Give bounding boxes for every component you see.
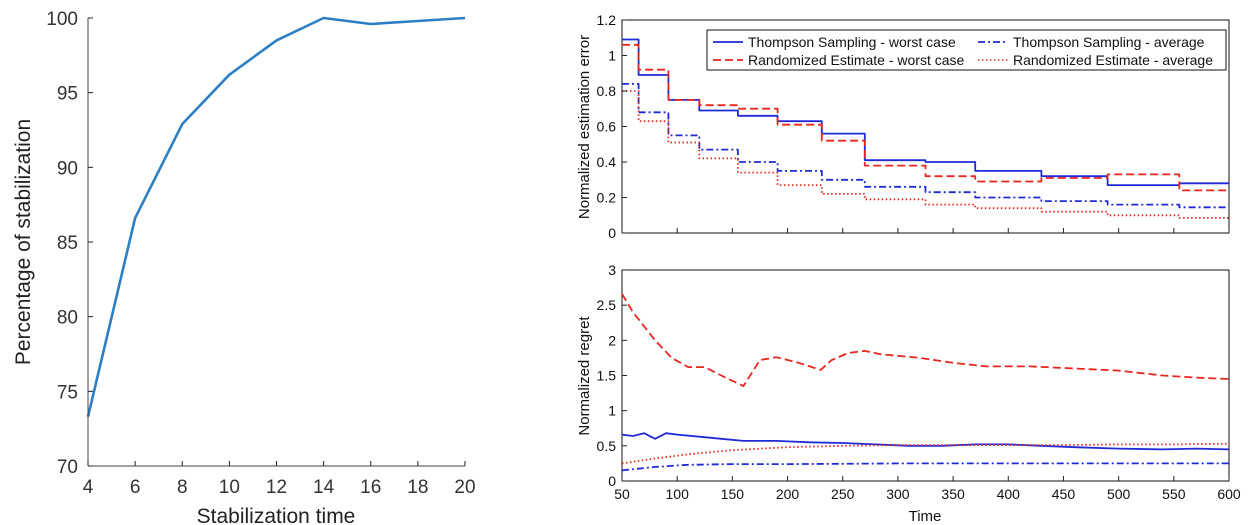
bottom-ticks-group: 50 100 150 200 250 300 350 400 450 500 550 600 0 0.5 1… <box>597 262 1241 502</box>
left-x-tick-label: 12 <box>266 477 287 498</box>
legend-label-ts-worst: Thompson Sampling - worst case <box>748 34 956 50</box>
bottom-y-axis-label: Normalized regret <box>576 316 593 436</box>
top-y-tick-label: 0.4 <box>597 154 617 170</box>
top-y-tick-label: 0.8 <box>597 83 617 99</box>
legend-label-re-avg: Randomized Estimate - average <box>1013 52 1213 68</box>
bottom-x-tick-label: 100 <box>666 486 690 502</box>
left-y-tick-label: 75 <box>57 382 78 403</box>
bottom-x-tick-label: 200 <box>776 486 800 502</box>
top-series-line-2 <box>622 43 1229 192</box>
left-x-axis-label: Stabilization time <box>197 505 356 525</box>
bottom-series-line-0 <box>621 293 1230 388</box>
top-y-tick-label: 1.2 <box>597 12 617 28</box>
left-y-tick-label: 80 <box>57 308 78 329</box>
bottom-y-tick-label: 2 <box>608 332 616 348</box>
legend: Thompson Sampling - worst case Randomize… <box>706 29 1227 71</box>
bottom-x-tick-label: 50 <box>614 486 630 502</box>
bottom-x-tick-label: 300 <box>886 486 910 502</box>
left-series-group <box>86 16 466 417</box>
left-y-axis-label: Percentage of stabilization <box>12 119 35 365</box>
left-y-tick-label: 90 <box>57 158 78 179</box>
top-y-axis-label: Normalized estimation error <box>576 35 593 219</box>
top-series-line-1 <box>622 83 1229 209</box>
top-series-line-3 <box>622 90 1229 219</box>
bottom-y-tick-label: 3 <box>608 262 616 278</box>
bottom-x-tick-label: 350 <box>941 486 965 502</box>
left-x-tick-label: 8 <box>177 477 188 498</box>
bottom-x-tick-label: 400 <box>997 486 1021 502</box>
bottom-series-line-2 <box>621 442 1230 465</box>
bottom-y-tick-label: 1 <box>608 403 616 419</box>
bottom-x-tick-label: 450 <box>1052 486 1076 502</box>
top-series-line-0 <box>622 38 1229 187</box>
bottom-x-tick-label: 550 <box>1162 486 1186 502</box>
left-x-tick-label: 10 <box>219 477 240 498</box>
legend-label-ts-avg: Thompson Sampling - average <box>1013 34 1205 50</box>
left-x-tick-label: 14 <box>313 477 335 498</box>
top-ticks-group: 0 0.2 0.4 0.6 0.8 1 1.2 <box>597 12 1230 241</box>
bottom-x-tick-label: 250 <box>831 486 855 502</box>
estimation-error-chart: 0 0.2 0.4 0.6 0.8 1 1.2 Normalized estimation … <box>576 12 1230 241</box>
left-x-tick-label: 4 <box>83 477 94 498</box>
left-y-tick-label: 70 <box>57 457 78 478</box>
left-y-tick-label: 95 <box>57 84 78 105</box>
left-series-line-0 <box>86 16 466 417</box>
left-x-tick-label: 18 <box>407 477 428 498</box>
bottom-series-line-1 <box>621 432 1230 451</box>
top-y-tick-label: 0.2 <box>597 190 617 206</box>
stabilization-chart: 4 6 8 10 12 14 16 18 20 70 75 80 85 90 95 100 Stabiliza… <box>12 9 476 525</box>
bottom-y-tick-label: 0.5 <box>597 438 617 454</box>
top-y-tick-label: 0.6 <box>597 119 617 135</box>
left-ticks-group: 4 6 8 10 12 14 16 18 20 70 75 80 85 90 95 100 <box>46 9 475 498</box>
bottom-y-tick-label: 0 <box>608 473 616 489</box>
left-plot-area <box>88 18 465 466</box>
left-y-tick-label: 100 <box>46 9 78 30</box>
left-x-tick-label: 6 <box>130 477 141 498</box>
bottom-series-group <box>621 293 1230 472</box>
bottom-x-tick-label: 150 <box>721 486 745 502</box>
bottom-x-tick-label: 500 <box>1107 486 1131 502</box>
bottom-series-line-3 <box>621 462 1229 472</box>
top-y-tick-label: 1 <box>608 48 616 64</box>
regret-chart: 50 100 150 200 250 300 350 400 450 500 550 600 0 0.5 1… <box>576 262 1241 525</box>
legend-label-re-worst: Randomized Estimate - worst case <box>748 52 965 68</box>
left-y-tick-label: 85 <box>57 233 78 254</box>
left-x-tick-label: 16 <box>360 477 381 498</box>
top-y-tick-label: 0 <box>608 225 616 241</box>
top-series-group <box>622 38 1229 219</box>
legend-box <box>706 29 1227 71</box>
left-x-tick-label: 20 <box>454 477 475 498</box>
bottom-x-tick-label: 600 <box>1217 486 1241 502</box>
bottom-y-tick-label: 1.5 <box>597 368 617 384</box>
bottom-y-tick-label: 2.5 <box>597 297 617 313</box>
bottom-x-axis-label: Time <box>909 508 942 525</box>
